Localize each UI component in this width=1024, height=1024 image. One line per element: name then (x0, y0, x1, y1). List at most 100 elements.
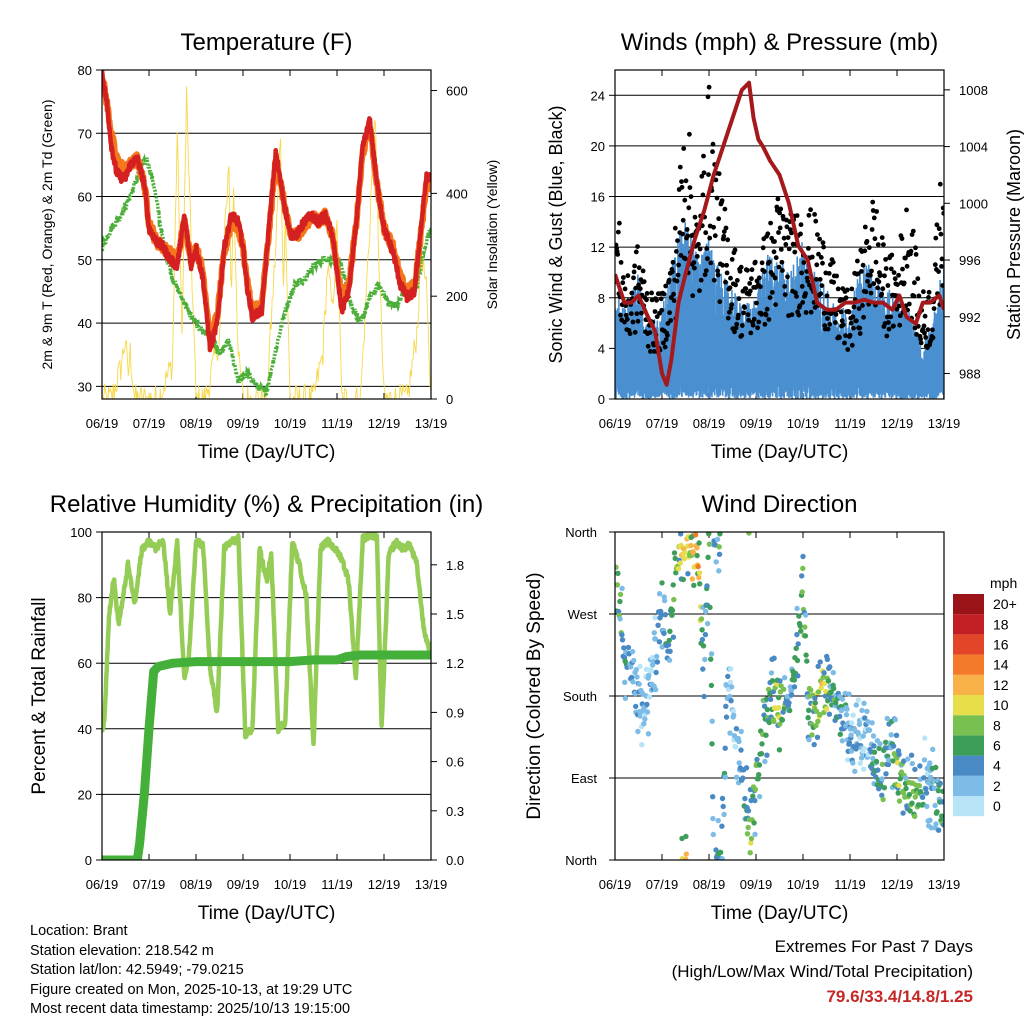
gust-point (714, 195, 720, 201)
gust-point (736, 296, 742, 302)
gust-point (778, 206, 784, 212)
gust-point (857, 325, 863, 331)
direction-point (787, 707, 793, 714)
gust-point (785, 274, 790, 280)
gust-point (840, 322, 846, 328)
direction-point (615, 564, 619, 570)
direction-point (669, 607, 676, 614)
gust-point (773, 302, 778, 307)
direction-point (892, 717, 898, 723)
gust-point (910, 228, 916, 234)
direction-point (683, 851, 689, 857)
direction-point (821, 680, 828, 687)
direction-point (696, 570, 703, 576)
direction-point (646, 694, 653, 700)
gust-point (636, 265, 642, 271)
gust-point (749, 276, 754, 282)
gust-point (618, 312, 623, 318)
gust-point (755, 325, 760, 331)
precipitation-line (102, 650, 431, 860)
direction-point (927, 817, 933, 823)
direction-point (866, 727, 873, 733)
gust-point (647, 330, 653, 335)
gust-point (891, 323, 896, 329)
direction-point (802, 624, 808, 630)
dewpoint-line (102, 152, 431, 399)
gust-point (940, 205, 944, 211)
gust-point (764, 306, 770, 312)
direction-point (699, 627, 705, 633)
direction-point (813, 708, 820, 714)
gust-point (860, 262, 866, 268)
gust-point (677, 164, 683, 170)
gust-point (671, 298, 677, 303)
gust-point (733, 282, 738, 288)
y-tick-label: 40 (78, 722, 92, 737)
direction-point (823, 706, 830, 712)
direction-point (828, 689, 834, 695)
x-tick-label: 07/19 (133, 877, 166, 892)
x-tick-label: 10/19 (274, 416, 307, 431)
direction-point (700, 666, 706, 672)
gust-point (758, 284, 763, 290)
direction-point (939, 813, 944, 819)
gust-point (747, 288, 753, 294)
gust-point (863, 289, 869, 295)
direction-point (843, 712, 850, 718)
direction-point (719, 856, 725, 860)
gust-point (762, 321, 768, 327)
x-tick-label: 08/19 (693, 877, 726, 892)
gust-point (681, 146, 687, 152)
direction-point (939, 799, 944, 805)
gust-point (874, 209, 879, 214)
y-tick-label: 0 (85, 853, 92, 868)
gust-point (786, 246, 792, 252)
direction-point (932, 802, 938, 809)
direction-point (839, 738, 845, 744)
gust-point (635, 318, 641, 324)
gust-point (641, 279, 647, 284)
direction-tick-label: North (565, 525, 597, 540)
gust-point (736, 312, 741, 318)
y-tick-label: 20 (78, 787, 92, 802)
direction-point (769, 678, 776, 684)
direction-point (877, 741, 883, 747)
gust-point (867, 283, 873, 289)
gust-point (827, 321, 833, 327)
direction-point (653, 686, 659, 693)
gust-point (897, 313, 903, 319)
gust-point (794, 213, 800, 219)
direction-point (762, 758, 768, 765)
gust-point (777, 210, 782, 216)
colorbar-swatch (953, 614, 984, 635)
colorbar-swatch (953, 755, 984, 776)
x-tick-label: 07/19 (646, 877, 679, 892)
direction-point (852, 768, 858, 774)
direction-point (699, 636, 706, 643)
gust-point (906, 301, 912, 307)
direction-point (704, 583, 710, 589)
direction-point (871, 749, 878, 755)
direction-point (756, 793, 763, 800)
gust-point (644, 297, 649, 303)
gust-point (703, 230, 709, 236)
x-tick-label: 09/19 (227, 877, 260, 892)
direction-point (617, 598, 623, 605)
gust-point (697, 288, 702, 294)
gust-point (889, 252, 895, 258)
direction-point (905, 756, 911, 762)
y2-tick-label: 0 (446, 392, 453, 407)
gust-point (875, 242, 881, 248)
direction-point (669, 612, 675, 618)
direction-point (865, 719, 871, 725)
direction-point (845, 757, 851, 763)
x-tick-label: 12/19 (881, 416, 914, 431)
y-tick-label: 40 (78, 316, 92, 331)
direction-point (751, 820, 757, 826)
gust-point (883, 257, 888, 262)
gust-point (705, 256, 710, 262)
direction-panel-xlabel: Time (Day/UTC) (711, 903, 849, 924)
gust-point (687, 131, 692, 137)
gust-point (849, 286, 855, 292)
direction-point (909, 760, 915, 767)
